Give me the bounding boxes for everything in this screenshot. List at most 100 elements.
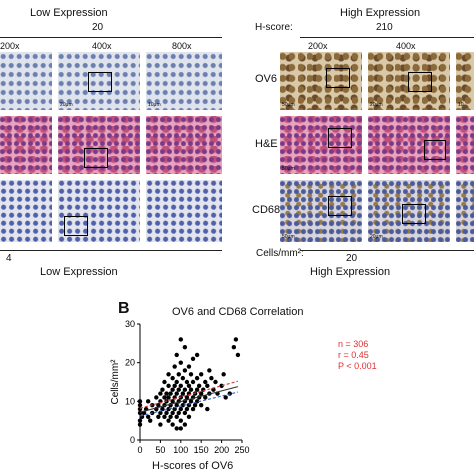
data-point — [184, 395, 190, 400]
left-bottom-title: Low Expression — [40, 266, 118, 278]
data-point — [213, 379, 218, 385]
data-point — [188, 372, 194, 377]
data-point — [172, 395, 177, 400]
data-point — [209, 375, 214, 381]
scale-bar: 20μm — [370, 102, 383, 108]
mag-400x-right: 400x — [396, 41, 416, 51]
data-point — [166, 372, 171, 377]
x-tick-label: 50 — [155, 445, 165, 455]
cd68-high-200x: 50μm — [280, 180, 362, 242]
data-point — [203, 379, 208, 385]
data-point — [150, 403, 155, 408]
ov6-high-400x: 20μm — [368, 52, 450, 110]
scale-bar: 10μm — [148, 102, 161, 108]
cd68-high-400x: 20μm — [368, 180, 450, 242]
ov6-low-800x: 10μm — [146, 52, 222, 110]
data-point — [148, 418, 153, 423]
ci-lower-line — [139, 391, 239, 417]
data-point — [186, 364, 192, 369]
data-point — [186, 383, 192, 389]
data-point — [162, 379, 167, 385]
zoom-box — [88, 72, 112, 92]
data-point — [164, 399, 169, 404]
zoom-box — [328, 196, 352, 216]
data-point — [164, 391, 169, 396]
fit-line — [139, 386, 239, 413]
data-point — [178, 426, 183, 431]
data-point — [166, 383, 171, 389]
left-hscore-line — [0, 37, 222, 38]
data-point — [196, 395, 202, 400]
zoom-box — [402, 204, 426, 224]
data-point — [219, 383, 224, 389]
data-point — [158, 422, 163, 427]
data-point — [137, 418, 143, 423]
data-point — [192, 391, 198, 396]
right-hscore: 210 — [376, 22, 393, 33]
data-point — [203, 395, 208, 400]
ci-upper-line — [139, 380, 239, 409]
data-point — [174, 403, 179, 408]
data-point — [141, 410, 147, 416]
row-label-he: H&E — [255, 138, 278, 150]
data-point — [178, 395, 183, 400]
mag-400x-left: 400x — [92, 41, 112, 51]
data-point — [164, 410, 169, 416]
he-low-800x — [146, 116, 222, 174]
data-point — [162, 395, 167, 400]
zoom-box — [64, 216, 88, 236]
left-title: Low Expression — [30, 7, 108, 19]
data-point — [194, 399, 200, 404]
ov6-low-200x — [0, 52, 52, 110]
data-point — [176, 399, 181, 404]
stat-annotation: n = 306 — [338, 339, 368, 349]
data-point — [137, 403, 143, 408]
data-point — [186, 414, 192, 419]
data-point — [199, 372, 204, 377]
data-point — [166, 418, 171, 423]
y-tick-label: 30 — [125, 319, 135, 329]
chart-title: OV6 and CD68 Correlation — [172, 306, 304, 318]
zoom-box — [408, 72, 432, 92]
data-point — [172, 364, 177, 369]
data-point — [223, 395, 228, 400]
data-point — [158, 391, 163, 396]
data-point — [190, 379, 196, 385]
data-point — [178, 360, 183, 365]
right-cells: 20 — [346, 253, 358, 264]
data-point — [158, 399, 163, 404]
x-tick-label: 100 — [173, 445, 188, 455]
data-point — [188, 399, 194, 404]
data-point — [162, 403, 167, 408]
zoom-box — [328, 128, 352, 148]
cd68-low-400x — [58, 180, 140, 242]
data-point — [174, 379, 179, 385]
right-hscore-line — [300, 37, 474, 38]
data-point — [145, 414, 151, 419]
scale-bar: 20μm — [60, 102, 73, 108]
data-point — [190, 395, 196, 400]
cd68-low-200x — [0, 180, 52, 242]
data-point — [207, 368, 212, 373]
scale-bar: 50μm — [282, 234, 295, 240]
he-high-400x — [368, 116, 450, 174]
data-point — [190, 406, 196, 412]
data-point — [168, 403, 173, 408]
data-point — [235, 352, 241, 358]
mag-200x-right: 200x — [308, 41, 328, 51]
left-hscore: 20 — [92, 22, 104, 33]
data-point — [174, 426, 179, 431]
data-point — [211, 387, 216, 392]
data-point — [180, 403, 186, 408]
cells-label: Cells/mm²: — [256, 248, 304, 259]
zoom-box — [84, 148, 108, 168]
stat-annotation: P < 0.001 — [338, 361, 377, 371]
cd68-high-800x — [456, 180, 474, 242]
left-cells-line — [0, 250, 222, 251]
data-point — [168, 414, 173, 419]
zoom-box — [424, 140, 446, 160]
data-point — [233, 337, 239, 342]
y-tick-label: 0 — [130, 435, 135, 445]
data-point — [170, 410, 175, 416]
data-point — [194, 375, 200, 381]
